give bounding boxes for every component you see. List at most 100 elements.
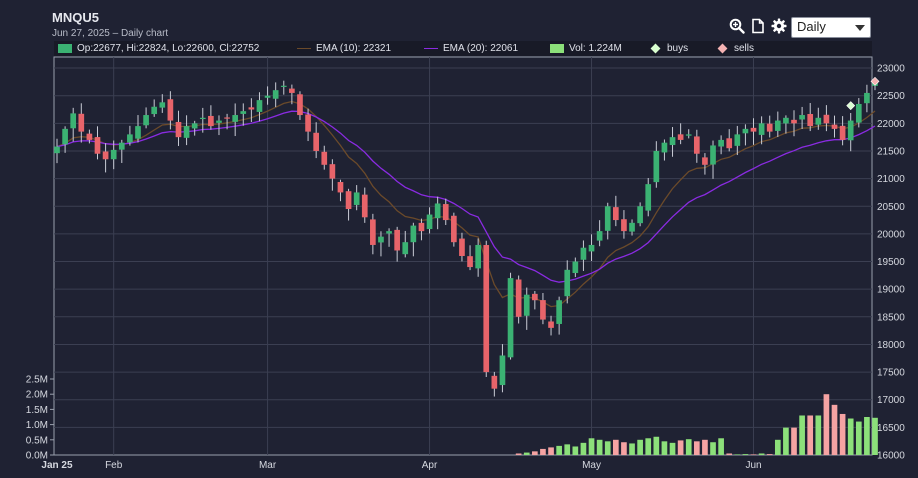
candle-body (248, 107, 255, 110)
legend-ema10-label: EMA (10): 22321 (316, 43, 392, 54)
candle-body (183, 126, 190, 138)
price-tick-label: 18500 (877, 312, 905, 323)
candle-body (612, 207, 619, 221)
volume-tick-label: 0.0M (26, 451, 48, 462)
x-tick-label: Feb (105, 460, 123, 471)
candle-body (807, 113, 814, 127)
candle-body (442, 204, 449, 221)
volume-bar (864, 417, 870, 455)
chart-subtitle: Jun 27, 2025 – Daily chart (52, 28, 169, 39)
candle-body (86, 133, 93, 140)
candle-body (135, 126, 141, 139)
volume-bar (839, 413, 846, 455)
candle-body (216, 120, 222, 123)
gear-icon[interactable] (770, 17, 787, 34)
period-select[interactable]: Daily (791, 17, 871, 38)
ohlc-swatch-icon (58, 44, 72, 53)
volume-bar (872, 417, 878, 455)
volume-bars (515, 394, 878, 455)
legend-ohlc: Op:22677, Hi:22824, Lo:22600, Cl:22752 (58, 43, 259, 54)
candle-body (313, 132, 320, 151)
volume-bar (783, 427, 789, 455)
candle-body (742, 128, 749, 134)
volume-bar (758, 453, 765, 455)
price-tick-label: 18000 (877, 340, 905, 351)
price-tick-label: 23000 (877, 64, 905, 75)
price-tick-label: 16500 (877, 423, 905, 434)
candle-body (394, 229, 400, 251)
candle-body (329, 164, 336, 179)
volume-bar (645, 438, 652, 455)
candle-body (604, 206, 611, 231)
candle-body (483, 245, 490, 373)
candle-body (297, 94, 303, 116)
candle-body (224, 117, 230, 119)
chevron-down-icon (855, 25, 865, 31)
price-tick-label: 19500 (877, 257, 905, 268)
volume-bar (621, 442, 627, 455)
volume-tick-label: 1.0M (26, 420, 48, 431)
volume-tick-label: 1.5M (26, 405, 48, 416)
candle-body (799, 115, 805, 120)
candle-body (556, 300, 562, 324)
candle-body (386, 231, 392, 234)
zoom-icon[interactable] (728, 17, 745, 34)
volume-bar (532, 451, 538, 455)
volume-bar (629, 443, 635, 455)
candle-body (645, 184, 652, 211)
candle-body (410, 225, 417, 243)
chart-legend: Op:22677, Hi:22824, Lo:22600, Cl:22752 E… (54, 41, 872, 56)
volume-bar (774, 439, 781, 455)
volume-bar (807, 415, 814, 455)
candle-body (272, 90, 279, 99)
price-tick-label: 21500 (877, 146, 905, 157)
candle-body (726, 138, 733, 149)
legend-sells: sells (717, 43, 754, 54)
candle-body (370, 219, 376, 245)
candle-body (256, 100, 263, 112)
candle-body (823, 114, 830, 124)
legend-buys: buys (650, 43, 688, 54)
candle-body (596, 231, 603, 241)
candle-body (175, 121, 182, 138)
price-tick-label: 17500 (877, 368, 905, 379)
ema10-line-icon (297, 48, 311, 49)
volume-bar (596, 439, 603, 455)
period-value: Daily (797, 19, 826, 34)
candle-body (693, 136, 700, 154)
x-tick-label: May (582, 460, 601, 471)
candle-body (839, 125, 846, 140)
candle-body (847, 120, 854, 141)
candle-body (774, 120, 781, 131)
volume-bar (685, 439, 692, 455)
candle-body (791, 119, 797, 124)
price-tick-label: 22000 (877, 119, 905, 130)
candle-body (864, 92, 870, 104)
candlesticks (54, 77, 878, 397)
candle-body (143, 115, 149, 126)
volume-bar (815, 415, 822, 455)
volume-bar (718, 438, 724, 455)
volume-bar (564, 444, 571, 455)
candle-body (564, 269, 571, 297)
candle-body (750, 127, 757, 132)
candle-body (702, 157, 708, 165)
candle-body (110, 149, 117, 160)
legend-ema10: EMA (10): 22321 (297, 43, 391, 54)
candle-body (62, 128, 68, 145)
candle-body (102, 151, 109, 160)
candle-body (337, 182, 344, 193)
volume-bar (580, 442, 587, 455)
price-tick-label: 17000 (877, 395, 905, 406)
candle-body (378, 236, 384, 243)
volume-bar (750, 454, 757, 455)
volume-bar (831, 404, 838, 455)
candle-body (426, 214, 433, 230)
document-icon[interactable] (749, 17, 766, 34)
candle-body (289, 88, 295, 93)
ema20-line (56, 110, 876, 283)
candle-body (685, 134, 692, 136)
volume-bar (799, 415, 805, 455)
volume-bar (653, 436, 660, 455)
